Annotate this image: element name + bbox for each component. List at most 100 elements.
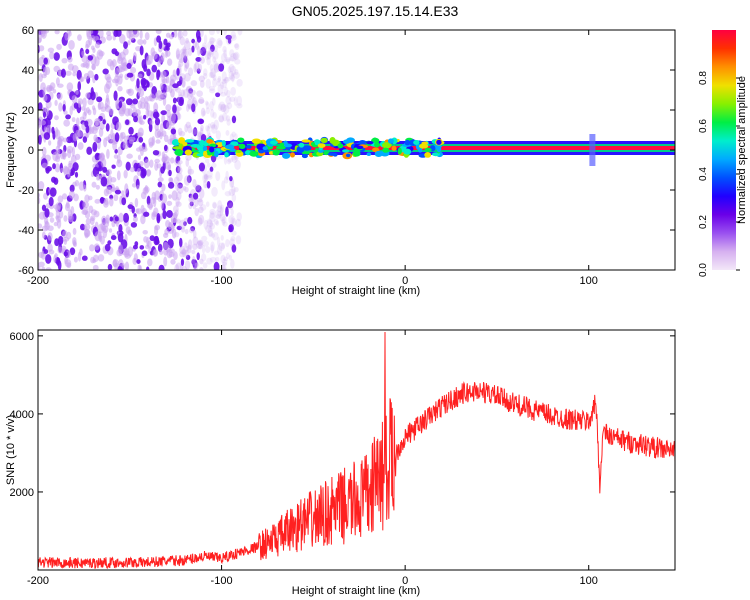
- spectrogram-noise-cell: [228, 254, 232, 261]
- spectrogram-noise-cell: [197, 240, 203, 250]
- spectrogram-noise-cell: [212, 112, 217, 119]
- spectrogram-noise-cell: [166, 248, 173, 259]
- spectrogram-noise-cell: [85, 48, 90, 55]
- spectrogram-noise-cell: [212, 56, 217, 63]
- spectrogram-noise-cell: [94, 231, 102, 242]
- spectrogram-noise-cell: [170, 128, 177, 135]
- spectrogram-noise-cell: [84, 194, 90, 203]
- spectrogram-noise-cell: [161, 130, 167, 137]
- spectrogram-noise-cell: [208, 85, 215, 92]
- spectrogram-noise-cell: [206, 219, 213, 228]
- spectrogram-noise-cell: [199, 56, 205, 64]
- spectrogram-noise-cell: [54, 30, 60, 35]
- spectrogram-noise-cell: [178, 59, 184, 67]
- spectrogram-noise-cell: [224, 76, 229, 84]
- spectrogram-noise-cell: [218, 63, 225, 72]
- spectrogram-noise-cell: [100, 176, 108, 187]
- spectrogram-noise-cell: [94, 42, 101, 49]
- spectrogram-noise-cell: [166, 42, 171, 48]
- spectrogram-noise-cell: [132, 216, 138, 223]
- spectrogram-noise-cell: [198, 75, 205, 82]
- spectrogram-noise-cell: [201, 253, 207, 262]
- spectrogram-noise-cell: [106, 148, 110, 159]
- spectrogram-noise-cell: [211, 186, 218, 197]
- spectrogram-noise-cell: [172, 205, 179, 213]
- spectrogram-noise-cell: [227, 200, 234, 209]
- spectrogram-noise-cell: [102, 119, 106, 125]
- spectrogram-noise-cell: [167, 181, 175, 189]
- spectrogram-noise-cell: [144, 244, 150, 250]
- spectrogram-noise-cell: [47, 47, 55, 53]
- spectrogram-band-blob: [246, 144, 252, 149]
- spectrogram-noise-cell: [225, 76, 231, 82]
- spectrogram-noise-cell: [114, 132, 120, 143]
- spectrogram-noise-cell: [124, 183, 129, 194]
- spectrogram-noise-cell: [206, 57, 211, 66]
- spectrogram-noise-cell: [49, 51, 55, 60]
- spectrogram-band-blob: [301, 153, 308, 159]
- spectrogram-noise-cell: [38, 134, 42, 145]
- spectrogram-band-blob: [358, 139, 367, 146]
- spectrogram-noise-cell: [91, 181, 97, 188]
- spectrogram-noise-cell: [215, 214, 222, 219]
- spectrogram-noise-cell: [197, 239, 204, 246]
- spectrogram-band-blob: [366, 140, 374, 145]
- spectrogram-noise-cell: [182, 247, 186, 258]
- spectrogram-noise-cell: [213, 60, 218, 71]
- spectrogram-noise-cell: [210, 71, 216, 79]
- spectrogram-noise-cell: [225, 34, 232, 40]
- spectrogram-noise-cell: [171, 228, 177, 239]
- spectrogram-noise-cell: [139, 30, 143, 40]
- spectrogram-noise-cell: [202, 240, 209, 247]
- spectrogram-noise-cell: [73, 193, 79, 202]
- spectrogram-noise-cell: [200, 107, 206, 117]
- spectrogram-band-blob: [301, 151, 311, 155]
- spectrogram-noise-cell: [95, 184, 100, 190]
- spectrogram-noise-cell: [202, 173, 209, 184]
- spectrogram-noise-cell: [135, 108, 141, 117]
- snr-x-tick-label: -100: [211, 575, 233, 587]
- spectrogram-noise-cell: [218, 115, 224, 123]
- spectrogram-noise-cell: [209, 100, 214, 111]
- spectrogram-noise-cell: [87, 195, 93, 201]
- spectrogram-noise-cell: [201, 42, 208, 52]
- spectrogram-noise-cell: [172, 97, 177, 104]
- spectrogram-noise-cell: [181, 227, 186, 233]
- spectrogram-noise-cell: [86, 146, 93, 155]
- spectrogram-noise-cell: [54, 99, 58, 107]
- spectrogram-noise-cell: [107, 174, 113, 185]
- spectrogram-band-blob: [224, 144, 235, 150]
- spectrogram-noise-cell: [48, 140, 52, 146]
- spectrogram-band-blob: [403, 148, 412, 155]
- spectrogram-noise-cell: [55, 77, 60, 86]
- spectrogram-noise-cell: [146, 266, 150, 270]
- colorbar-tick-label: 0.2: [698, 215, 709, 229]
- spectrogram-noise-cell: [82, 111, 87, 120]
- spectrogram-noise-cell: [224, 57, 231, 63]
- spectrogram-noise-cell: [64, 202, 71, 212]
- colorbar: 0.0 0.2 0.4 0.6 0.8 Normalized spectral ampl…: [698, 30, 748, 277]
- spectrogram-noise-cell: [184, 58, 190, 69]
- spectrogram-noise-cell: [72, 71, 77, 77]
- spectrogram-noise-cell: [198, 188, 205, 199]
- spectrogram-band-blob: [327, 152, 338, 156]
- spectrogram-noise-cell: [68, 160, 73, 166]
- spectrogram-noise-cell: [177, 182, 183, 189]
- spectrogram-noise-cell: [106, 34, 113, 41]
- spectrogram-noise-cell: [225, 96, 232, 105]
- spectrogram-noise-cell: [208, 71, 214, 78]
- spectrogram-noise-cell: [228, 70, 234, 80]
- spectrogram-noise-cell: [223, 86, 228, 96]
- spectrogram-noise-cell: [162, 210, 167, 220]
- spectrogram-noise-cell: [41, 266, 46, 270]
- spectrogram-band-blob: [345, 153, 351, 158]
- spectrogram-band-blob: [238, 143, 246, 149]
- spectrogram-noise-cell: [130, 221, 138, 228]
- spectrogram-noise-cell: [216, 245, 223, 255]
- spectrogram-noise-cell: [111, 164, 116, 169]
- spectrogram-band-blob: [289, 152, 296, 158]
- spectrogram-noise-cell: [225, 58, 231, 65]
- spectrogram-noise-cell: [216, 30, 220, 34]
- spectrogram-noise-cell: [219, 103, 227, 113]
- spectrogram-noise-cell: [146, 68, 151, 77]
